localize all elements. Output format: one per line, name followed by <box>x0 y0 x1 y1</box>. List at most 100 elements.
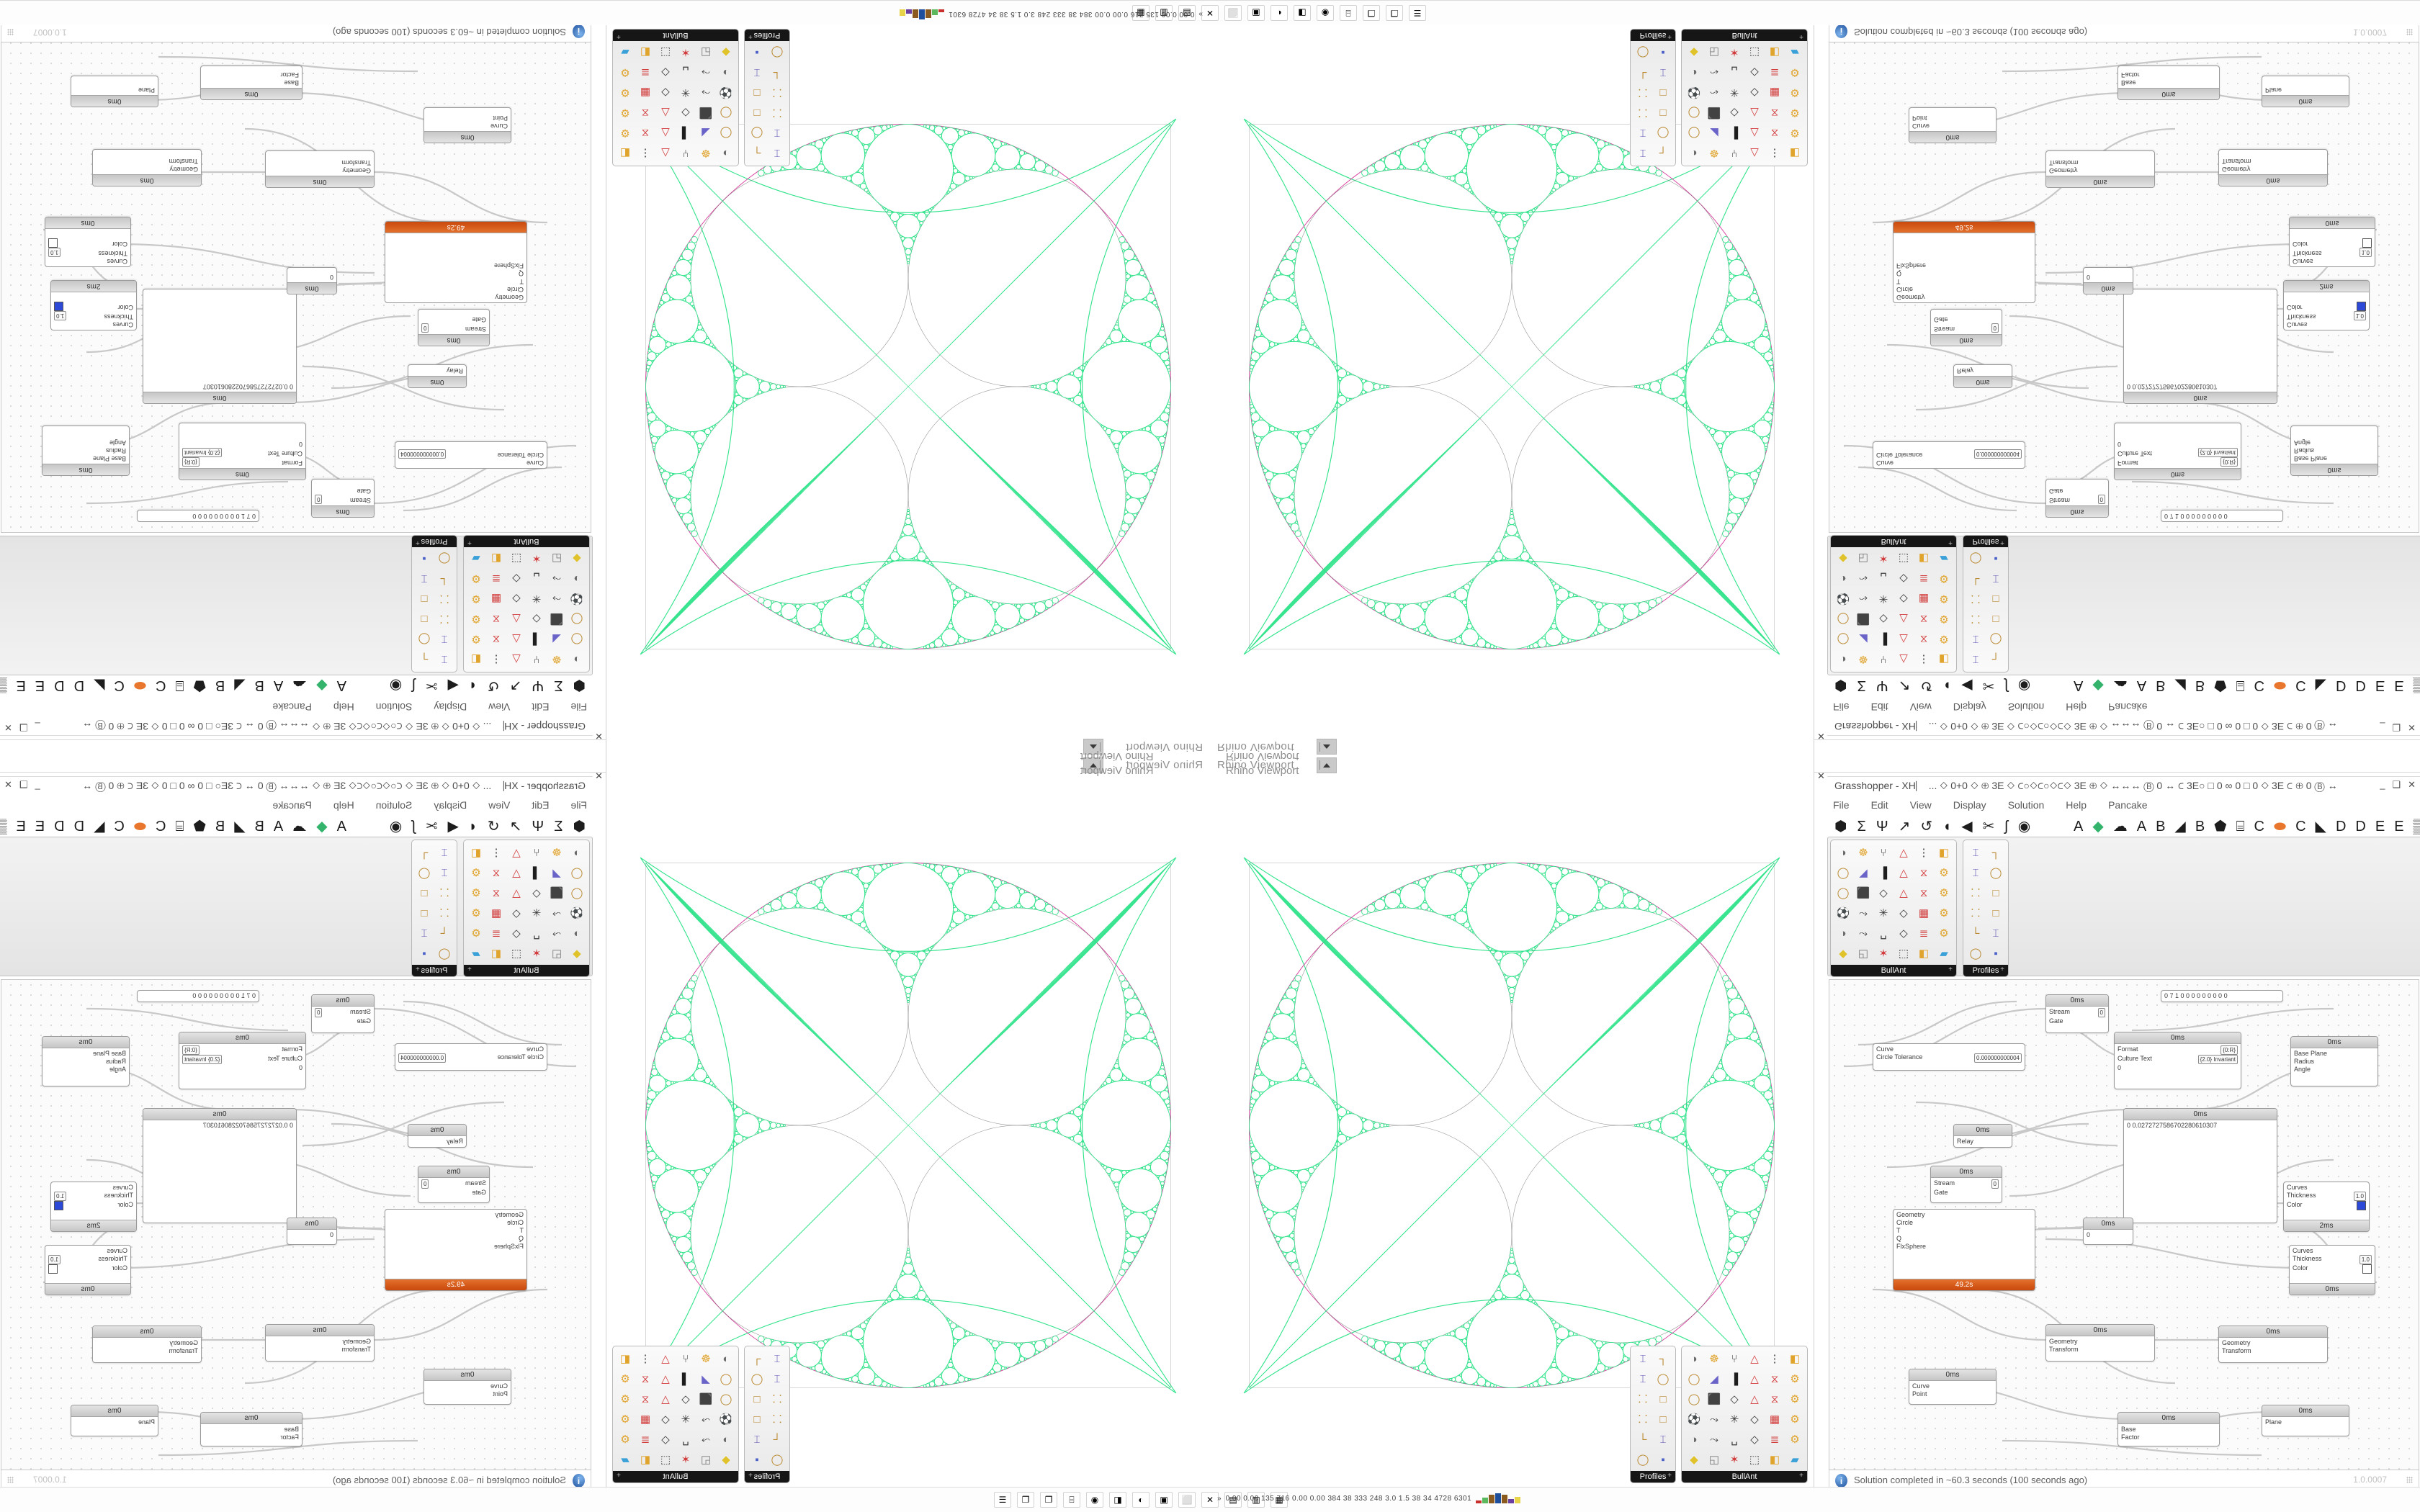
letter-e2-icon[interactable]: E <box>2394 819 2404 834</box>
ellipse-tube-icon[interactable]: ◯ <box>771 46 784 58</box>
array-icon[interactable]: ⋮ <box>1769 147 1780 159</box>
dither-icon[interactable]: ▒ <box>0 819 6 834</box>
sweep-icon[interactable]: ◢ <box>702 1373 710 1385</box>
soccer-icon[interactable]: ⚽ <box>570 907 584 919</box>
small-square-icon[interactable]: ▪ <box>1661 46 1665 59</box>
ibeam-icon[interactable]: ⸬ <box>772 1393 782 1405</box>
ellipse-tube-icon[interactable]: ◯ <box>1969 552 1982 564</box>
rhino-toolbox-panels[interactable]: ⌶ ┐ ⌶ ◯ ⸬ □ ⸬ □ └ ⌶ ◯ ▪ Profiles + ◑ ☸ ⑂ △ ⋮ ◧ ◯ ◢ ▐ △ ⧖ ⚙ ◯ ⬛ ◇ △ ⧖ ⚙ ⚽… <box>612 29 790 166</box>
eye-icon[interactable]: ◉ <box>2017 678 2031 693</box>
panel-tab-profiles[interactable]: Profiles + <box>1631 1471 1675 1482</box>
triangle-red2-icon[interactable]: △ <box>1899 613 1908 625</box>
letter-b-icon[interactable]: B <box>254 678 264 693</box>
scatter-icon[interactable]: ✳ <box>681 1413 691 1426</box>
ibeam-icon[interactable]: ⸬ <box>439 887 449 899</box>
eye-icon[interactable]: ◉ <box>389 819 403 834</box>
ladder-icon[interactable]: ≣ <box>491 572 501 585</box>
gh-component[interactable]: 0ms Base Factor <box>200 1412 302 1446</box>
array2-icon[interactable]: ⬚ <box>1898 552 1909 564</box>
poly2-icon[interactable]: ◇ <box>661 1413 670 1426</box>
rhino-icon[interactable]: ◐ <box>1270 5 1288 21</box>
poly2-icon[interactable]: ◇ <box>1750 1413 1759 1426</box>
ring-icon[interactable]: ◯ <box>570 867 583 879</box>
grasshopper-titlebar[interactable]: Grasshopper - XH⎸ ... ◇ 0+0 ◇ ⊕ 3E ◇ ⊂○◇… <box>0 776 593 796</box>
copy2-icon[interactable]: ❐ <box>1363 5 1380 21</box>
vtruss2-icon[interactable]: ⧖ <box>1919 613 1928 626</box>
letter-e-icon[interactable]: E <box>2375 819 2385 834</box>
panel-tab-bullant[interactable]: BullAnt + <box>1831 965 1956 976</box>
component-panel-bullant[interactable]: ◑ ☸ ⑂ △ ⋮ ◧ ◯ ◢ ▐ △ ⧖ ⚙ ◯ ⬛ ◇ △ ⧖ ⚙ ⚽ ⤳ ✳ ◇ ▦ ⚙ ◑ ⤳ ␣ ◇ ≣ ⚙ ◆ ◱ ✶ ⬚ ◧ ▰ Bull… <box>612 29 739 166</box>
truss-icon[interactable]: ⑂ <box>533 846 540 859</box>
poly2-icon[interactable]: ◇ <box>512 593 521 605</box>
ibeam-hand3-icon[interactable]: ⌶ <box>1659 66 1667 79</box>
menu-item-help[interactable]: Help <box>2066 701 2087 713</box>
rainbow-icon[interactable]: ▰ <box>472 948 480 960</box>
leaf-green-icon[interactable]: ◆ <box>2092 819 2104 834</box>
system-tray-bottom[interactable]: » 0.00 0.00 135 716 0.00 0.00 384 38 333… <box>1217 1493 1521 1503</box>
sphere-pack-icon[interactable]: ☸ <box>1858 847 1868 859</box>
press-icon[interactable]: ⚙ <box>620 1373 630 1385</box>
grasshopper-titlebar[interactable]: Grasshopper - XH⎸ ... ◇ 0+0 ◇ ⊕ 3E ◇ ⊂○◇… <box>1827 776 2420 796</box>
gh-component[interactable]: 0ms 0 <box>2083 267 2133 294</box>
press3-icon[interactable]: ⚙ <box>620 1413 630 1426</box>
mesh-red-icon[interactable]: △ <box>661 147 670 159</box>
letter-b2-icon[interactable]: B <box>2195 819 2205 834</box>
calculator-icon[interactable]: ⌸ <box>1340 5 1357 21</box>
sphere-pack-icon[interactable]: ☸ <box>701 147 711 159</box>
orange-dot-icon[interactable]: ⬬ <box>2274 819 2287 834</box>
press3-icon[interactable]: ⚙ <box>1939 593 1949 605</box>
poly3-icon[interactable]: ◇ <box>512 572 521 585</box>
panel-expand-icon[interactable]: + <box>748 32 753 40</box>
loop-icon[interactable]: ↺ <box>487 678 500 693</box>
folder-icon[interactable]: ⬜ <box>1178 1492 1196 1508</box>
ibeam-hand2-icon[interactable]: ⌶ <box>1972 866 1979 879</box>
loop-icon[interactable]: ↺ <box>1920 678 1933 693</box>
grasshopper-menubar[interactable]: File Edit View Display Solution Help Pancake <box>272 799 587 811</box>
menu-item-solution[interactable]: Solution <box>2007 701 2045 713</box>
surface-pair-icon[interactable]: ◑ <box>573 653 581 666</box>
calculator-icon[interactable]: ⌸ <box>1063 1492 1080 1508</box>
box-section2-icon[interactable]: □ <box>753 86 761 99</box>
gh-component[interactable]: 0ms Stream 0 Gate <box>1930 1166 2002 1203</box>
letter-c-icon[interactable]: C <box>156 819 166 834</box>
scissors-icon[interactable]: ✂ <box>1982 819 1995 834</box>
circle-tube-icon[interactable]: ◯ <box>1657 1373 1670 1385</box>
rainbow-icon[interactable]: ▰ <box>1791 46 1799 58</box>
triangle-icon[interactable]: ◀ <box>1961 819 1973 834</box>
press2-icon[interactable]: ⚙ <box>1939 887 1949 899</box>
color-swatch[interactable] <box>2357 1201 2366 1210</box>
sigma-icon[interactable]: Σ <box>1857 678 1866 693</box>
ring2-icon[interactable]: ◯ <box>720 1393 732 1405</box>
mesh-red2-icon[interactable]: ✶ <box>1729 46 1739 58</box>
poly-icon[interactable]: ◇ <box>681 1393 690 1405</box>
surface-pair2-icon[interactable]: ◑ <box>1690 1433 1698 1446</box>
scatter-icon[interactable]: ✳ <box>1878 593 1888 605</box>
channel-icon[interactable]: ┐ <box>420 846 429 859</box>
array-icon[interactable]: ⋮ <box>640 147 651 159</box>
press4-icon[interactable]: ⚙ <box>1790 66 1800 78</box>
param-value[interactable]: 0 <box>421 1179 429 1189</box>
cube-icon[interactable]: ⬛ <box>1856 613 1870 625</box>
grasshopper-view-icons[interactable]: ⬢ Σ Ψ ↗ ↺ ◖ ◀ ✂ ʃ ◉ <box>390 819 586 834</box>
close-button[interactable]: ✕ <box>2408 722 2416 733</box>
grasshopper-titlebar[interactable]: Grasshopper - XH⎸ ... ◇ 0+0 ◇ ⊕ 3E ◇ ⊂○◇… <box>1827 716 2420 736</box>
gh-component[interactable]: 0ms Geometry Transform <box>2218 1326 2328 1363</box>
curve-node2-icon[interactable]: ⤳ <box>1858 927 1868 940</box>
surface-pair2-icon[interactable]: ◑ <box>573 572 581 585</box>
unroll2-icon[interactable]: ◧ <box>1769 46 1780 58</box>
resize-grip[interactable] <box>7 1477 14 1483</box>
poly2-icon[interactable]: ◇ <box>1899 593 1908 605</box>
sigma-icon[interactable]: Σ <box>1857 819 1866 834</box>
orange-dot-icon[interactable]: ⬬ <box>133 678 146 693</box>
letter-b-icon[interactable]: B <box>2156 819 2166 834</box>
component-panel-bullant[interactable]: ◑ ☸ ⑂ △ ⋮ ◧ ◯ ◢ ▐ △ ⧖ ⚙ ◯ ⬛ ◇ △ ⧖ ⚙ ⚽ ⤳ ✳ ◇ ▦ ⚙ ◑ ⤳ ␣ ◇ ≣ ⚙ ◆ ◱ ✶ ⬚ ◧ ▰ Bull… <box>463 840 590 977</box>
ibeam-icon[interactable]: ⸬ <box>1638 107 1648 119</box>
gh-component[interactable]: Curves Thickness 1.0 Color 0ms <box>2289 217 2375 267</box>
gh-component[interactable]: 0ms Format {0:R} Culture Text {2.0} Invarian… <box>2114 423 2241 480</box>
ring2-icon[interactable]: ◯ <box>1688 1393 1700 1405</box>
surface-pair-icon[interactable]: ◑ <box>1839 846 1847 859</box>
gh-component[interactable]: Curves Thickness 1.0 Color 0ms <box>45 1245 131 1295</box>
close-icon[interactable]: ✕ <box>1817 770 1825 781</box>
component-panel-bullant[interactable]: ◑ ☸ ⑂ △ ⋮ ◧ ◯ ◢ ▐ △ ⧖ ⚙ ◯ ⬛ ◇ △ ⧖ ⚙ ⚽ ⤳ ✳ ◇ ▦ ⚙ ◑ ⤳ ␣ ◇ ≣ ⚙ ◆ ◱ ✶ ⬚ ◧ ▰ Bull… <box>1681 29 1808 166</box>
mountain-icon[interactable]: ◢ <box>2174 819 2186 834</box>
